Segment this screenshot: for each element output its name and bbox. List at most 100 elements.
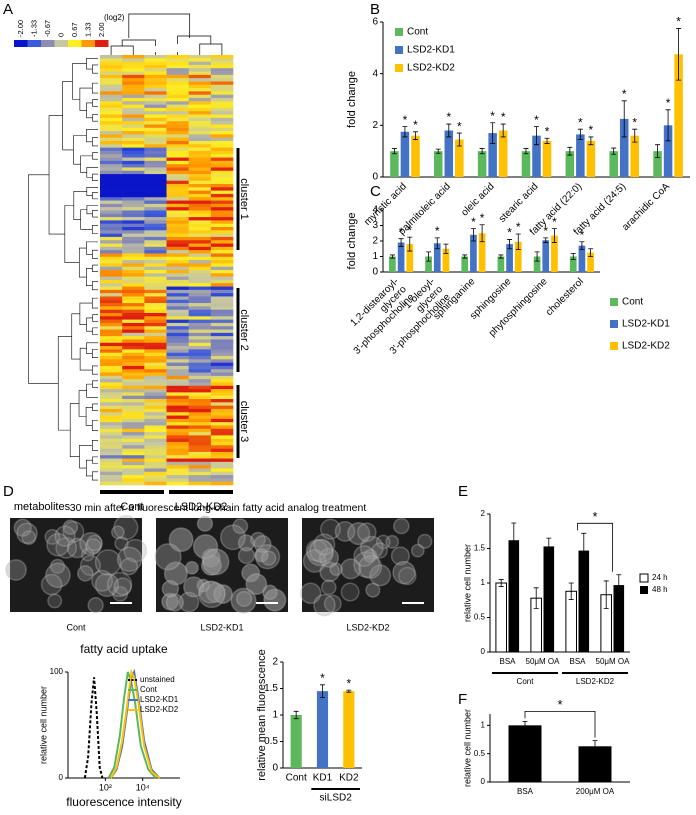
heatmap-cell — [210, 200, 234, 205]
heatmap-cell — [210, 177, 234, 181]
color-scale-swatch — [68, 40, 82, 47]
bar — [576, 134, 585, 177]
heatmap-cell — [144, 134, 167, 138]
heatmap-cell — [122, 220, 145, 224]
heatmap-cell — [210, 217, 234, 221]
dendrogram-branch — [92, 380, 98, 388]
heatmap-cell — [166, 266, 189, 271]
heatmap-cell — [210, 164, 234, 168]
heatmap-cell — [100, 336, 123, 340]
heatmap-cell — [100, 170, 123, 175]
heatmap-cell — [122, 81, 145, 86]
heatmap-cell — [122, 299, 145, 304]
heatmap-cell — [166, 276, 189, 281]
heatmap-cell — [166, 114, 189, 119]
heatmap-cell — [210, 395, 234, 400]
error-bar — [534, 251, 540, 262]
heatmap-cell — [100, 124, 123, 129]
cell — [116, 546, 143, 573]
heatmap-cell — [166, 432, 189, 436]
heatmap-cell — [144, 435, 167, 439]
bar — [397, 242, 405, 272]
heatmap-cell — [144, 266, 167, 271]
heatmap-cell — [144, 121, 167, 125]
heatmap-cell — [122, 101, 145, 105]
heatmap-cell — [144, 170, 167, 175]
heatmap-cell — [166, 475, 189, 479]
heatmap-cell — [188, 121, 212, 125]
bar — [565, 590, 578, 653]
bar — [663, 125, 673, 177]
heatmap-cell — [122, 458, 145, 463]
heatmap-cell — [144, 207, 167, 211]
heatmap-cell — [122, 88, 145, 92]
heatmap-cell — [144, 240, 167, 244]
micrograph-caption: LSD2-KD1 — [200, 622, 243, 632]
heatmap-cell — [210, 170, 234, 175]
heatmap-cell — [188, 263, 212, 267]
heatmap-cell — [144, 339, 167, 344]
dendrogram-branch — [91, 82, 98, 94]
heatmap-cell — [100, 164, 123, 168]
heatmap-cell — [166, 81, 189, 86]
heatmap-cell — [144, 352, 167, 357]
cell — [54, 525, 76, 547]
bar — [433, 151, 443, 177]
heatmap-cell — [100, 213, 123, 218]
heatmap-cell — [188, 160, 212, 165]
heatmap-cell — [188, 286, 212, 291]
bar — [461, 256, 469, 272]
heatmap-cell — [210, 193, 234, 198]
heatmap-cell — [188, 408, 212, 413]
heatmap-cell — [166, 445, 189, 449]
heatmap-cell — [166, 356, 189, 360]
dendrogram-branch — [79, 302, 93, 325]
cell — [260, 550, 277, 566]
heatmap-cell — [210, 445, 234, 449]
cell — [120, 557, 139, 576]
heatmap-cell — [210, 293, 234, 297]
heatmap-cell — [100, 223, 123, 228]
heatmap-cell — [144, 78, 167, 82]
error-bar — [293, 710, 299, 720]
heatmap-cell — [166, 412, 189, 416]
cell — [347, 521, 371, 546]
heatmap-cell — [100, 356, 123, 360]
heatmap-cell — [144, 253, 167, 258]
heatmap-cell — [144, 180, 167, 185]
color-scale-label: -1.33 — [29, 20, 38, 37]
heatmap-cell — [210, 121, 234, 125]
heatmap-cell — [210, 471, 234, 476]
heatmap-cell — [188, 154, 212, 158]
heatmap-cell — [188, 326, 212, 330]
heatmap-cell — [188, 309, 212, 314]
x-tick-label: 50μM OA — [596, 657, 631, 666]
heatmap-cell — [210, 180, 234, 185]
heatmap-cell — [166, 68, 189, 72]
heatmap-cell — [188, 412, 212, 416]
heatmap-cell — [166, 170, 189, 175]
heatmap-cell — [188, 349, 212, 353]
significance-mark: * — [446, 110, 451, 124]
heatmap-cell — [166, 389, 189, 393]
heatmap-cell — [210, 154, 234, 158]
panel-label: B — [370, 1, 380, 18]
y-tick-label: 2 — [272, 657, 278, 668]
y-tick-label: 3 — [372, 220, 378, 231]
heatmap-cell — [188, 372, 212, 377]
error-bar — [581, 532, 587, 569]
heatmap-cell — [100, 127, 123, 132]
heatmap-cell — [122, 279, 145, 284]
bar — [533, 256, 541, 272]
legend-swatch — [610, 342, 618, 350]
heatmap-cell — [100, 471, 123, 476]
bar — [444, 130, 454, 177]
heatmap-cell — [188, 243, 212, 248]
heatmap-cell — [188, 299, 212, 304]
heatmap-cell — [188, 389, 212, 393]
heatmap-cell — [100, 131, 123, 135]
heatmap-cell — [100, 121, 123, 125]
heatmap-cell — [210, 141, 234, 145]
heatmap-cell — [166, 240, 189, 244]
heatmap-cell — [166, 385, 189, 390]
